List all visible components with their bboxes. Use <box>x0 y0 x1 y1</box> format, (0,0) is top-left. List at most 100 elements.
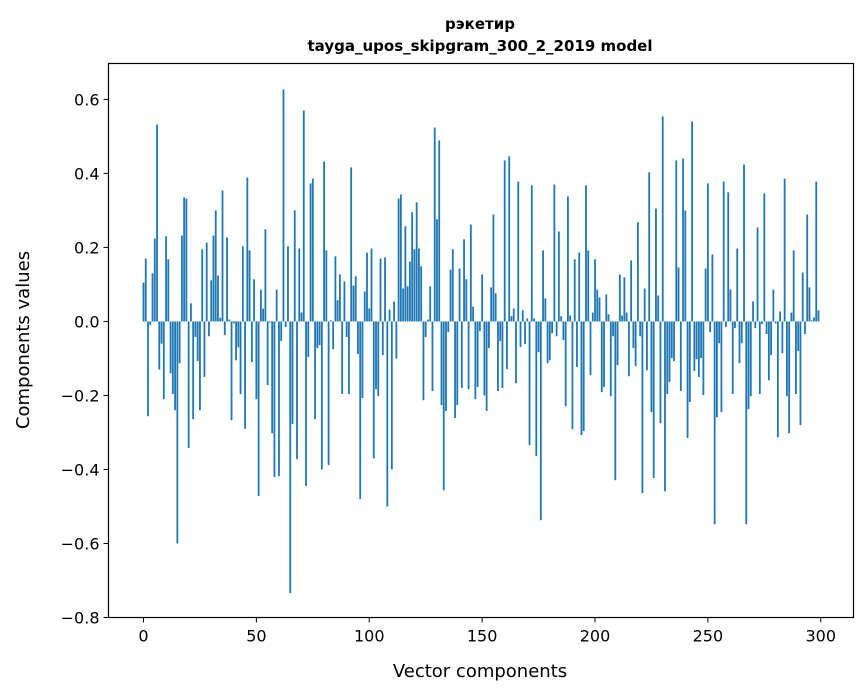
bar <box>406 286 409 322</box>
bar <box>404 226 407 322</box>
bar <box>338 274 341 322</box>
bar <box>761 321 763 325</box>
bar <box>363 291 366 322</box>
bar <box>625 312 628 322</box>
bar <box>352 285 355 322</box>
bar <box>422 321 425 401</box>
bar <box>196 321 199 362</box>
bar <box>262 308 265 322</box>
bar <box>605 294 608 322</box>
bar <box>205 242 208 322</box>
bar <box>377 321 380 397</box>
bar <box>609 321 612 397</box>
bar <box>336 300 339 322</box>
bar <box>199 321 201 411</box>
bar <box>418 248 420 322</box>
bar <box>817 310 820 322</box>
bar <box>779 311 782 322</box>
bar <box>255 321 258 400</box>
bar <box>273 321 276 477</box>
bar <box>334 256 337 322</box>
bar <box>506 321 508 370</box>
bar <box>591 312 594 322</box>
bar <box>562 321 565 340</box>
bar <box>548 321 551 361</box>
bar <box>639 321 642 337</box>
bar <box>289 321 292 594</box>
bar <box>494 293 497 322</box>
bar <box>465 279 468 322</box>
bar <box>770 321 773 356</box>
bar <box>384 257 386 322</box>
bar <box>555 321 558 337</box>
bar <box>411 212 414 322</box>
bar <box>675 160 678 322</box>
bar <box>524 321 526 345</box>
bar <box>271 321 274 434</box>
bar <box>781 321 784 354</box>
bar <box>316 321 319 349</box>
bar <box>147 321 149 417</box>
x-tick-label: 150 <box>467 627 498 646</box>
bar <box>348 321 350 394</box>
bar <box>684 210 687 322</box>
bar <box>433 127 436 322</box>
bar <box>557 231 560 322</box>
x-axis-label: Vector components <box>393 661 567 682</box>
bar <box>533 318 535 322</box>
bar <box>287 246 289 322</box>
bar <box>246 177 249 322</box>
bar <box>679 321 682 392</box>
bar <box>165 236 167 322</box>
bar <box>241 246 244 322</box>
bar <box>736 248 739 322</box>
bar <box>580 321 583 436</box>
bar <box>512 308 515 322</box>
bar <box>747 321 750 410</box>
bar <box>718 321 721 344</box>
bar <box>388 309 391 322</box>
bar <box>250 321 253 363</box>
bar <box>501 321 504 389</box>
bar <box>738 321 741 364</box>
bar <box>259 289 262 322</box>
bar <box>458 268 461 322</box>
bar <box>697 321 700 377</box>
bar <box>293 210 296 322</box>
bar <box>783 178 786 322</box>
bar <box>578 252 581 322</box>
bar <box>785 321 788 397</box>
bar <box>447 321 450 333</box>
bar <box>801 272 804 322</box>
bar <box>743 164 745 322</box>
bar <box>393 301 395 322</box>
chart-title: рэкетир <box>445 15 515 33</box>
bar <box>386 321 389 507</box>
bar <box>767 321 770 381</box>
bar <box>546 321 549 364</box>
bar <box>476 321 479 387</box>
bar <box>144 258 147 322</box>
bar <box>792 250 795 322</box>
bar <box>503 160 506 322</box>
bar <box>756 227 759 322</box>
bar <box>774 321 777 324</box>
bar <box>280 321 283 342</box>
bar <box>576 321 578 367</box>
bar <box>673 321 675 362</box>
bar <box>298 248 301 322</box>
bar <box>318 321 321 346</box>
bar <box>203 321 206 377</box>
bar <box>515 321 517 384</box>
bar <box>600 321 603 393</box>
bar <box>799 321 802 426</box>
bar <box>158 321 161 370</box>
bar <box>551 321 554 334</box>
bar <box>395 321 398 359</box>
bar <box>740 321 743 344</box>
bar <box>616 321 619 366</box>
bars-group <box>142 89 820 594</box>
bar <box>664 321 666 492</box>
bar <box>320 321 323 470</box>
